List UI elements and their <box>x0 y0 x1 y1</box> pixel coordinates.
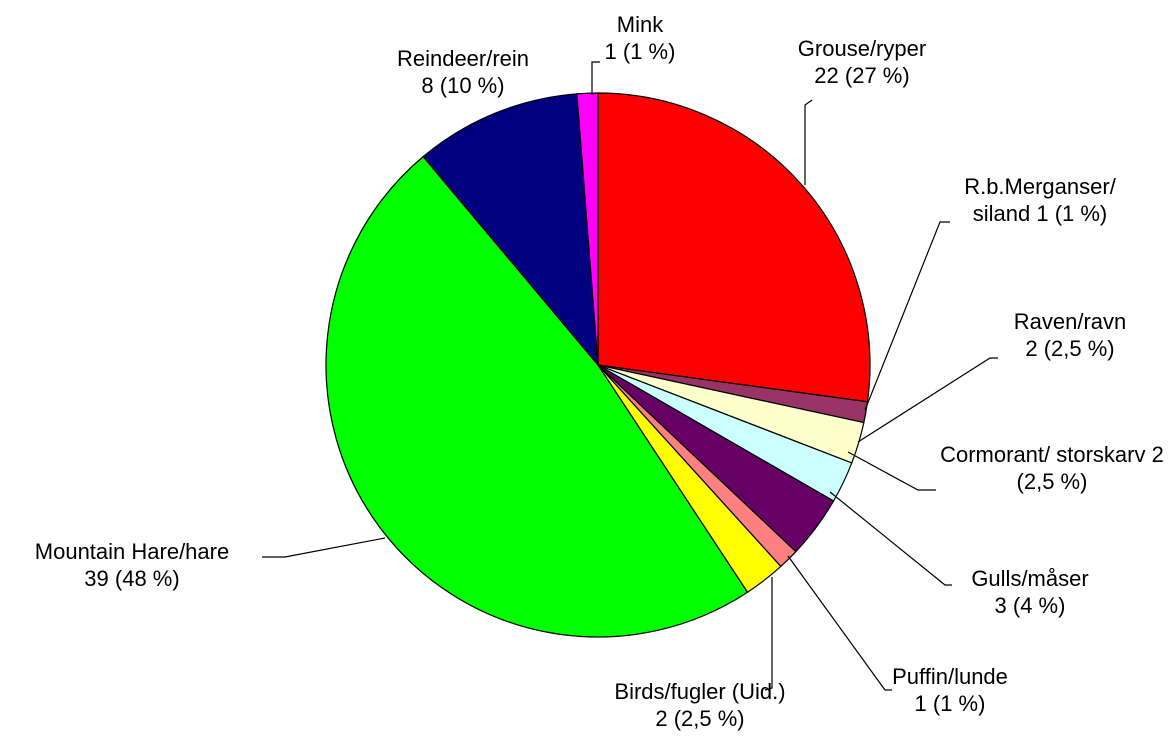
category-label: Cormorant/ storskarv <box>940 442 1146 467</box>
slice-label: Cormorant/ storskarv 2 (2,5 %) <box>927 441 1176 495</box>
leader-line <box>857 357 998 443</box>
leader-line <box>864 221 950 411</box>
leader-line <box>804 99 813 185</box>
slice-label: Mink 1 (1 %) <box>605 11 676 65</box>
value-label: 2 (2,5 %) <box>655 706 745 731</box>
pie-slice <box>597 92 871 403</box>
value-label: 2 (2,5 %) <box>1016 442 1164 494</box>
category-label: R.b.Merganser/ siland <box>964 174 1116 226</box>
category-label: Mountain Hare/hare <box>34 539 230 564</box>
value-label: 2 (2,5 %) <box>1025 336 1115 361</box>
category-label: Birds/fugler (Uid.) <box>614 679 786 704</box>
category-label: Mink <box>616 12 664 37</box>
pie-slice <box>422 93 599 367</box>
pie-slice <box>325 155 749 638</box>
leader-line <box>787 555 892 691</box>
category-label: Gulls/måser <box>971 566 1089 591</box>
value-label: 1 (1 %) <box>1036 201 1108 226</box>
slice-label: Raven/ravn 2 (2,5 %) <box>1014 308 1127 362</box>
pie-slice <box>576 92 599 366</box>
slice-label: Birds/fugler (Uid.) 2 (2,5 %) <box>614 678 785 732</box>
category-label: Grouse/ryper <box>797 36 927 61</box>
value-label: 1 (1 %) <box>914 691 986 716</box>
category-label: Reindeer/rein <box>396 46 530 71</box>
leader-line <box>262 537 386 558</box>
category-label: Raven/ravn <box>1013 309 1127 334</box>
slice-label: Gulls/måser 3 (4 %) <box>971 565 1088 619</box>
slice-label: Mountain Hare/hare 39 (48 %) <box>35 538 229 592</box>
value-label: 8 (10 %) <box>421 73 505 98</box>
value-label: 39 (48 %) <box>84 566 180 591</box>
slice-label: Grouse/ryper 22 (27 %) <box>798 35 926 89</box>
value-label: 22 (27 %) <box>814 63 910 88</box>
leader-line <box>847 451 936 491</box>
slice-label: R.b.Merganser/ siland 1 (1 %) <box>940 173 1140 227</box>
leader-line <box>829 491 952 586</box>
slice-label: Reindeer/rein 8 (10 %) <box>397 45 529 99</box>
category-label: Puffin/lunde <box>892 664 1008 689</box>
value-label: 3 (4 %) <box>994 593 1066 618</box>
leader-line <box>764 577 773 691</box>
slice-label: Puffin/lunde 1 (1 %) <box>892 663 1008 717</box>
value-label: 1 (1 %) <box>604 39 676 64</box>
leader-line <box>591 61 600 95</box>
